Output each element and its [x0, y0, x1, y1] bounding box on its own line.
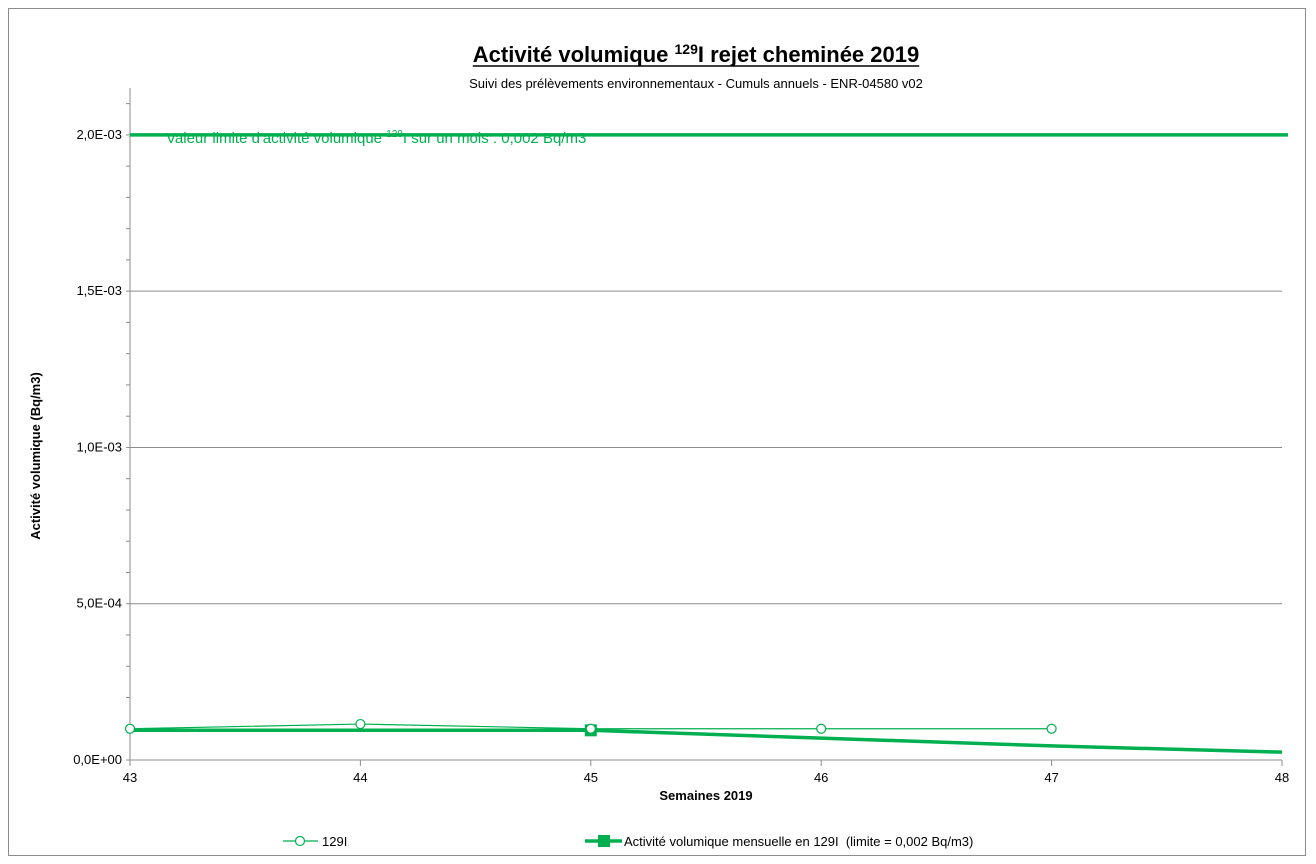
x-axis-title: Semaines 2019 [659, 788, 752, 803]
y-tick-label: 2,0E-03 [76, 127, 122, 142]
y-tick-label: 1,5E-03 [76, 283, 122, 298]
y-axis-title: Activité volumique (Bq/m3) [28, 372, 43, 540]
series-129i-point [1047, 724, 1056, 733]
legend-item-monthly: Activité volumique mensuelle en 129I (li… [585, 834, 973, 849]
x-tick-label: 44 [353, 770, 367, 785]
x-tick-label: 45 [584, 770, 598, 785]
x-tick-label: 48 [1275, 770, 1289, 785]
series-129i-point [586, 724, 595, 733]
chart-title: Activité volumique 129I rejet cheminée 2… [473, 41, 919, 67]
y-tick-label: 5,0E-04 [76, 596, 122, 611]
axis-layer: 0,0E+00 5,0E-04 1,0E-03 1,5E-03 2,0E-03 43 44 4… [73, 88, 1289, 785]
y-tick-label: 1,0E-03 [76, 439, 122, 454]
limit-line-label: Valeur limite d'activité volumique 129I … [166, 129, 586, 147]
limit-label-prefix: Valeur limite d'activité volumique [166, 130, 386, 147]
x-tick-label: 46 [814, 770, 828, 785]
series-monthly-line [130, 730, 1282, 752]
series-layer [126, 135, 1289, 752]
x-tick-label: 43 [123, 770, 137, 785]
limit-label-superscript: 129 [386, 129, 403, 140]
legend: 129I Activité volumique mensuelle en 129… [283, 834, 973, 849]
chart-title-superscript: 129 [675, 41, 699, 57]
legend-item-129i: 129I [283, 834, 347, 849]
legend-marker-monthly [598, 835, 610, 847]
series-129i-point [356, 720, 365, 729]
x-tick-label: 47 [1044, 770, 1058, 785]
limit-label-suffix: I sur un mois : 0,002 Bq/m3 [403, 130, 586, 147]
chart-title-suffix: I rejet cheminée 2019 [698, 42, 919, 67]
legend-marker-129i [296, 837, 305, 846]
chart-subtitle: Suivi des prélèvements environnementaux … [469, 76, 923, 91]
legend-label-129i: 129I [322, 834, 347, 849]
series-129i-point [817, 724, 826, 733]
legend-label-monthly: Activité volumique mensuelle en 129I (li… [624, 834, 973, 849]
y-tick-label: 0,0E+00 [73, 752, 122, 767]
series-129i-point [126, 724, 135, 733]
grid-layer [130, 135, 1282, 604]
chart-title-prefix: Activité volumique [473, 42, 675, 67]
